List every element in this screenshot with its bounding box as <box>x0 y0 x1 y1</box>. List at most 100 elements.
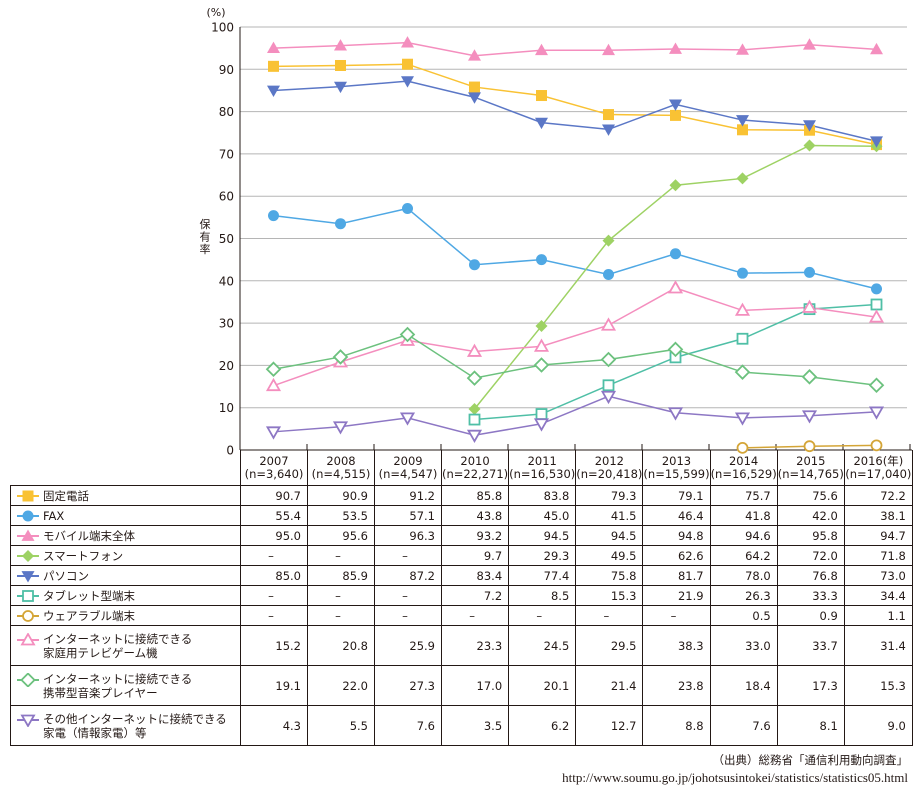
table-cell: 8.8 <box>642 705 711 746</box>
table-cell: 96.3 <box>374 525 442 546</box>
series-line-0 <box>273 63 877 146</box>
y-tick-label: 70 <box>219 147 234 161</box>
y-tick-label: 100 <box>211 21 234 35</box>
table-header-year: 2011 (n=16,530) <box>508 450 577 486</box>
table-cell: 73.0 <box>843 565 913 586</box>
table-cell: – <box>307 605 375 626</box>
data-point-5 <box>468 413 481 426</box>
y-tick-label: 30 <box>219 317 234 331</box>
legend-marker <box>22 549 34 562</box>
table-cell: 23.8 <box>642 665 711 706</box>
sample-size-label: (n=16,530) <box>509 466 576 481</box>
table-cell: 85.0 <box>240 565 308 586</box>
data-point-2 <box>736 43 749 55</box>
sample-size-label: (n=22,271) <box>442 466 509 481</box>
legend-entry: その他インターネットに接続できる 家電（情報家電）等 <box>10 705 241 746</box>
table-cell: 95.0 <box>240 525 308 546</box>
legend-label: タブレット型端末 <box>43 588 135 603</box>
data-point-2 <box>535 43 548 56</box>
table-cell: 7.6 <box>709 705 778 746</box>
table-cell: 93.2 <box>440 525 510 546</box>
data-point-4 <box>803 120 816 132</box>
legend-entry: ウェアラブル端末 <box>10 605 241 626</box>
x-tick-label: 2012 <box>594 453 624 468</box>
y-axis-label-char: 保 <box>200 217 211 231</box>
y-tick-label: 10 <box>219 401 234 415</box>
legend-marker-icon <box>17 672 39 687</box>
gridlines <box>240 26 907 409</box>
data-point-1 <box>536 254 547 266</box>
data-point-4 <box>870 136 883 148</box>
data-point-8 <box>332 349 349 365</box>
table-cell: 43.8 <box>440 505 510 526</box>
data-point-8 <box>600 351 617 368</box>
table-cell: 0.5 <box>709 605 778 626</box>
table-row: パソコン 85.0 85.9 87.2 83.4 77.4 75.8 81.7 78.0 76.8… <box>10 565 913 586</box>
table-cell: 71.8 <box>843 545 913 566</box>
table-cell: 33.0 <box>709 625 778 666</box>
legend-label: その他インターネットに接続できる 家電（情報家電）等 <box>43 711 227 740</box>
data-point-2 <box>669 42 682 54</box>
legend-marker <box>21 529 35 541</box>
data-point-4 <box>736 115 749 127</box>
data-point-9 <box>466 429 483 444</box>
y-axis-label-char: 率 <box>200 242 211 256</box>
sample-size-label: (n=17,040) <box>845 466 912 481</box>
table-cell: 49.5 <box>575 545 644 566</box>
x-tick-label: 2010 <box>460 453 490 468</box>
table-cell: 94.5 <box>508 525 577 546</box>
table-corner <box>10 450 241 486</box>
table-cell: 34.4 <box>843 585 913 606</box>
x-tick-label: 2016(年) <box>853 453 904 468</box>
series-line-1 <box>273 207 877 290</box>
data-point-9 <box>399 412 416 426</box>
table-cell: 94.5 <box>575 525 644 546</box>
data-point-5 <box>870 298 883 311</box>
x-tick-label: 2011 <box>527 453 557 468</box>
legend-marker <box>22 609 34 622</box>
y-tick-label: 90 <box>219 63 234 77</box>
data-point-8 <box>533 357 550 373</box>
table-cell: 87.2 <box>374 565 442 586</box>
data-point-7 <box>265 377 282 392</box>
legend-entry: スマートフォン <box>10 545 241 566</box>
legend-marker <box>22 589 34 602</box>
table-row: タブレット型端末 – – –7.2 8.5 15.3 21.9 26.3 33.3 34.4 <box>10 585 913 606</box>
table-cell: – <box>374 585 442 606</box>
data-point-1 <box>737 267 748 279</box>
data-point-0 <box>737 124 748 136</box>
source-citation: （出典）総務省「通信利用動向調査」 <box>712 753 909 767</box>
table-cell: – <box>374 605 442 626</box>
table-cell: 15.3 <box>575 585 644 606</box>
series-markers <box>265 36 885 454</box>
series-lines <box>273 41 877 449</box>
table-cell: 57.1 <box>374 505 442 526</box>
table-row: ウェアラブル端末 – – – – – – –0.5 0.9 1.1 <box>10 605 913 626</box>
data-point-7 <box>801 299 818 313</box>
data-point-9 <box>332 421 349 435</box>
table-row: その他インターネットに接続できる 家電（情報家電）等 4.3 5.5 7.6 3.5 6.2… <box>10 705 913 746</box>
data-point-1 <box>335 218 346 230</box>
x-tick-label: 2013 <box>661 453 692 468</box>
table-cell: 95.8 <box>776 525 845 546</box>
table-cell: 91.2 <box>374 485 442 506</box>
table-cell: 15.3 <box>843 665 913 706</box>
table-row: モバイル端末全体 95.0 95.6 96.3 93.2 94.5 94.5 94.8 94.6… <box>10 525 913 546</box>
series-line-8 <box>273 333 877 387</box>
table-cell: 0.9 <box>776 605 845 626</box>
sample-size-label: (n=15,599) <box>643 466 710 481</box>
data-point-1 <box>402 202 413 214</box>
table-cell: 27.3 <box>374 665 442 706</box>
series-line-2 <box>273 41 877 57</box>
table-cell: 4.3 <box>240 705 308 746</box>
legend-marker-icon <box>17 589 39 602</box>
data-point-8 <box>734 364 751 380</box>
table-cell: 42.0 <box>776 505 845 526</box>
legend-marker <box>21 570 35 582</box>
table-cell: – <box>374 545 442 566</box>
table-cell: 8.5 <box>508 585 577 606</box>
table-row: FAX 55.4 53.5 57.1 43.8 45.0 41.5 46.4 41.8 42.0 3… <box>10 505 913 526</box>
table-cell: 83.4 <box>440 565 510 586</box>
data-point-4 <box>669 99 682 111</box>
data-point-7 <box>466 343 483 357</box>
